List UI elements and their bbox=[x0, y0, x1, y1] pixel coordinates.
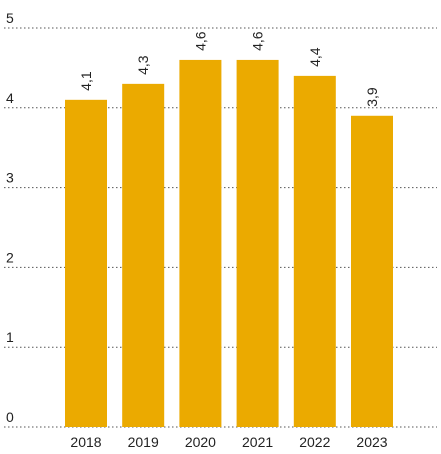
y-tick-label: 5 bbox=[6, 10, 14, 26]
x-tick-label: 2021 bbox=[242, 434, 273, 450]
bar-2019 bbox=[122, 83, 165, 428]
bar-2021 bbox=[236, 59, 279, 428]
data-label: 4,6 bbox=[192, 31, 208, 51]
y-tick-label: 3 bbox=[6, 170, 14, 186]
x-axis-ticks: 2018 2019 2020 2021 2022 2023 bbox=[70, 434, 387, 450]
y-tick-label: 2 bbox=[6, 249, 14, 265]
x-tick-label: 2019 bbox=[128, 434, 159, 450]
x-tick-label: 2022 bbox=[299, 434, 330, 450]
x-tick-label: 2020 bbox=[185, 434, 216, 450]
data-label: 4,1 bbox=[78, 71, 94, 91]
y-tick-label: 4 bbox=[6, 90, 14, 106]
bar-2020 bbox=[179, 59, 222, 428]
x-tick-label: 2023 bbox=[356, 434, 387, 450]
data-label: 3,9 bbox=[364, 87, 380, 107]
y-tick-label: 0 bbox=[6, 409, 14, 425]
bar-2018 bbox=[65, 99, 107, 427]
x-tick-label: 2018 bbox=[70, 434, 101, 450]
data-label: 4,6 bbox=[250, 31, 266, 51]
bar-2022 bbox=[293, 75, 336, 427]
y-axis-ticks: 0 1 2 3 4 5 bbox=[6, 10, 14, 425]
data-label: 4,3 bbox=[135, 55, 151, 75]
data-label: 4,4 bbox=[307, 47, 323, 67]
bars bbox=[65, 59, 393, 428]
data-labels: 4,1 4,3 4,6 4,6 4,4 3,9 bbox=[78, 31, 380, 107]
bar-2023 bbox=[351, 115, 393, 427]
y-tick-label: 1 bbox=[6, 329, 14, 345]
